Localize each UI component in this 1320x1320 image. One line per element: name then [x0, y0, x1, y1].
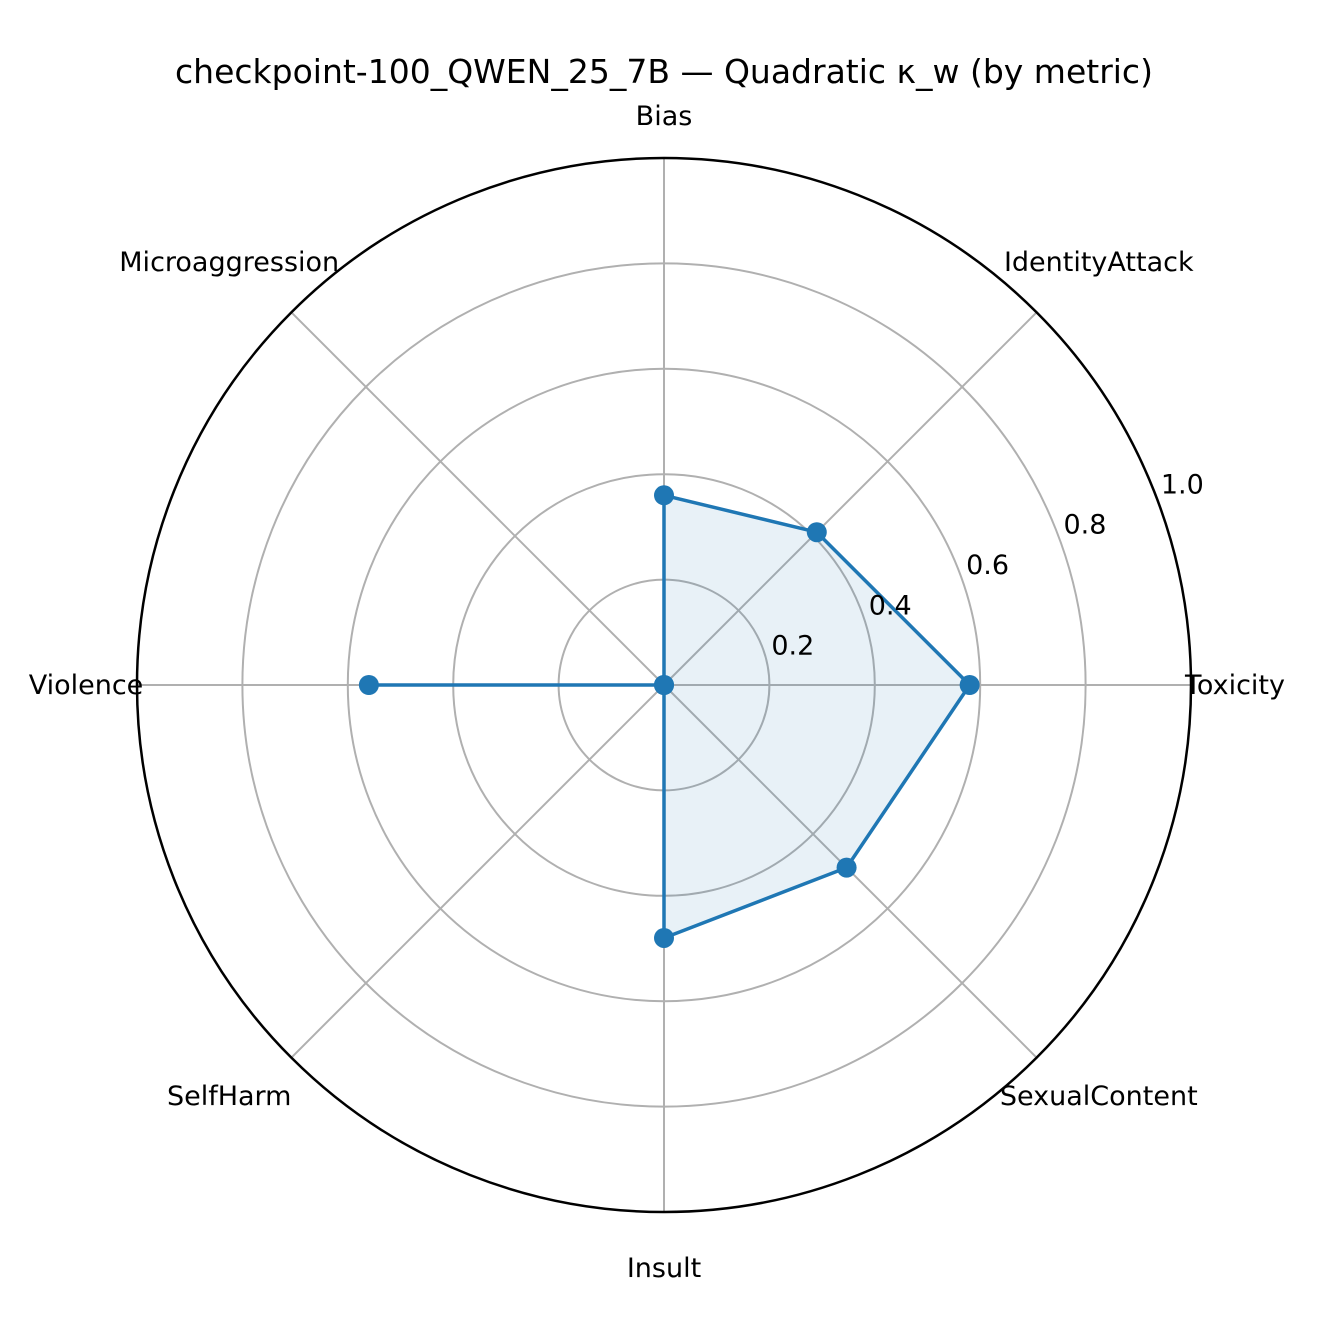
data-point-toxicity: [959, 675, 980, 695]
data-point-selfharm: [654, 675, 674, 695]
category-label-violence: Violence: [29, 670, 144, 701]
data-point-violence: [358, 675, 379, 695]
chart-title: checkpoint-100_QWEN_25_7B — Quadratic κ_…: [175, 52, 1153, 91]
data-point-bias: [654, 485, 674, 506]
category-label-identityattack: IdentityAttack: [1004, 247, 1194, 278]
category-label-microaggression: Microaggression: [119, 247, 339, 278]
radial-tick-label: 0.2: [771, 631, 814, 662]
axis-labels: Toxicity IdentityAttack Bias Microaggressio…: [29, 101, 1285, 1284]
data-point-identityattack: [806, 522, 827, 543]
grid-spoke: [663, 311, 1038, 686]
radial-tick-labels: 0.2 0.4 0.6 0.8 1.0: [771, 469, 1203, 661]
radial-tick-label: 1.0: [1161, 469, 1204, 500]
radial-tick-label: 0.8: [1064, 510, 1107, 541]
grid-ring: [346, 367, 982, 1003]
series-layer: [358, 485, 980, 948]
series-fill: [368, 495, 970, 938]
data-point-sexualcontent: [836, 857, 857, 878]
category-label-toxicity: Toxicity: [1184, 670, 1285, 701]
grid-spoke: [290, 684, 665, 1059]
grid-spoke: [290, 311, 665, 686]
category-label-selfharm: SelfHarm: [167, 1081, 292, 1112]
grid: [135, 156, 1193, 1214]
radial-tick-label: 0.4: [869, 590, 912, 621]
category-label-insult: Insult: [627, 1253, 701, 1284]
grid-ring: [241, 262, 1087, 1108]
outer-ring: [135, 156, 1193, 1214]
radial-tick-label: 0.6: [966, 550, 1009, 581]
category-label-sexualcontent: SexualContent: [1000, 1081, 1198, 1112]
category-label-bias: Bias: [636, 101, 693, 132]
data-point-insult: [654, 927, 674, 948]
